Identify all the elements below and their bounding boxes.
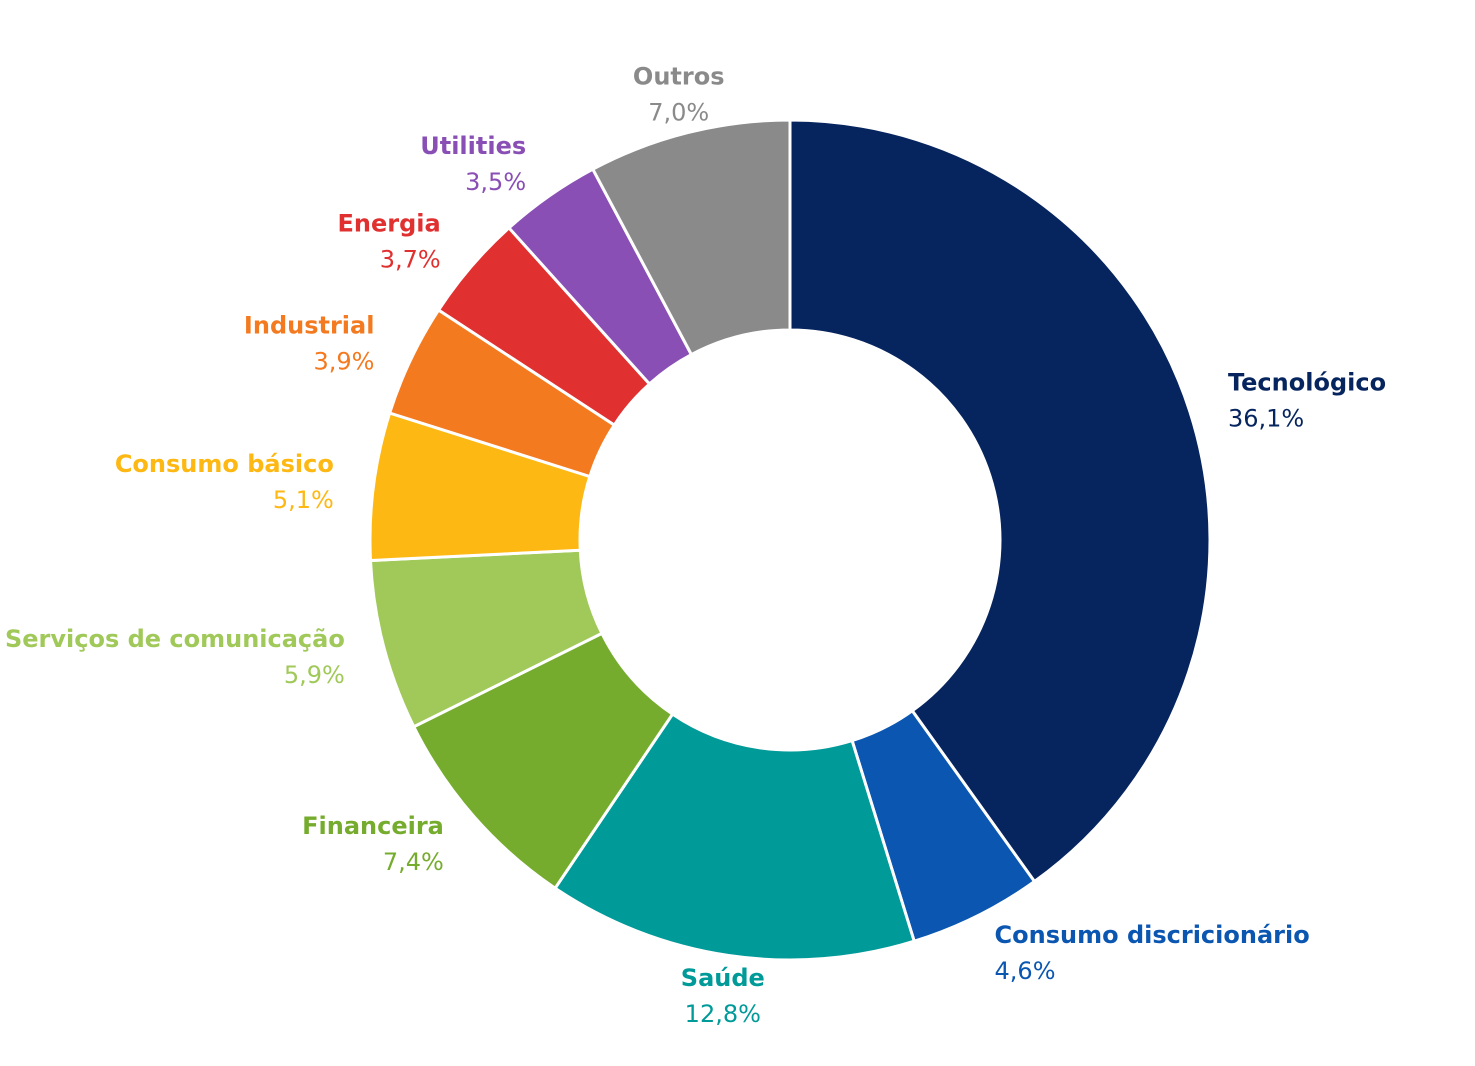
value-label: 3,9% <box>313 348 374 376</box>
value-label: 36,1% <box>1228 404 1304 432</box>
category-label: Industrial <box>244 312 375 340</box>
category-label: Saúde <box>681 964 765 992</box>
value-label: 5,9% <box>284 661 345 689</box>
value-label: 12,8% <box>685 1000 761 1028</box>
category-label: Consumo discricionário <box>995 921 1310 949</box>
donut-segment <box>590 118 792 357</box>
category-label: Energia <box>338 210 441 238</box>
category-label: Serviços de comunicação <box>5 625 345 653</box>
value-label: 3,7% <box>380 246 441 274</box>
value-label: 7,0% <box>648 99 709 127</box>
category-label: Financeira <box>302 812 444 840</box>
category-label: Tecnológico <box>1228 368 1386 396</box>
donut-segment <box>553 712 917 962</box>
value-label: 7,4% <box>383 848 444 876</box>
value-label: 3,5% <box>465 168 526 196</box>
category-label: Utilities <box>420 132 526 160</box>
category-label: Consumo básico <box>115 450 334 478</box>
value-label: 5,1% <box>273 486 334 514</box>
donut-segment <box>788 118 1212 884</box>
value-label: 4,6% <box>995 957 1056 985</box>
category-label: Outros <box>633 63 725 91</box>
